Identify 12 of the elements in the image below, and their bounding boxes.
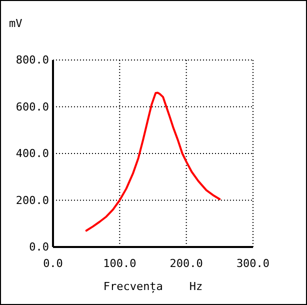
x-tick-label: 100.0	[103, 256, 136, 270]
x-tick-label: 0.0	[43, 256, 63, 270]
y-tick-label: 600.0	[16, 100, 49, 114]
y-tick-label: 0.0	[29, 240, 49, 254]
y-tick-label: 800.0	[16, 54, 49, 67]
y-tick-label: 200.0	[16, 194, 49, 207]
x-tick-label: 200.0	[170, 256, 203, 270]
line-series	[85, 92, 221, 232]
x-tick-label: 300.0	[236, 256, 270, 270]
x-axis-title: Frecvența Hz	[103, 280, 203, 293]
y-tick-label: 400.0	[16, 147, 49, 160]
y-axis-title: mV	[9, 17, 23, 30]
